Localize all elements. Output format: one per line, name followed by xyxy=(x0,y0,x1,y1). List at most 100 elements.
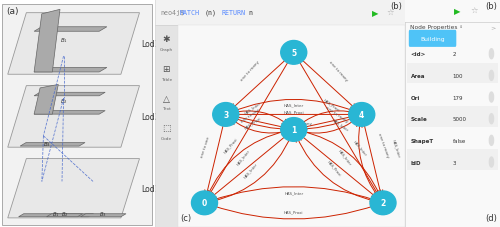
FancyBboxPatch shape xyxy=(409,31,457,48)
Circle shape xyxy=(490,114,494,124)
Text: 100: 100 xyxy=(452,74,463,79)
Text: Building: Building xyxy=(420,37,445,42)
Polygon shape xyxy=(34,93,105,96)
Text: one to one: one to one xyxy=(240,108,260,123)
Text: $B_2$: $B_2$ xyxy=(60,97,68,106)
FancyBboxPatch shape xyxy=(407,150,498,170)
Text: (a): (a) xyxy=(6,7,18,16)
Polygon shape xyxy=(80,214,126,217)
Text: HAS_Proxi: HAS_Proxi xyxy=(284,110,304,114)
Text: <id>: <id> xyxy=(410,52,426,57)
Text: Lod2: Lod2 xyxy=(141,112,160,121)
Text: HAS_Inter: HAS_Inter xyxy=(284,103,304,107)
Text: one to many: one to many xyxy=(326,105,349,123)
FancyBboxPatch shape xyxy=(405,0,500,227)
Polygon shape xyxy=(34,68,107,73)
FancyBboxPatch shape xyxy=(155,0,405,26)
Text: >: > xyxy=(490,25,495,30)
Text: HAS_Inter: HAS_Inter xyxy=(236,148,250,165)
Text: 3: 3 xyxy=(452,160,456,165)
Text: $B_1$: $B_1$ xyxy=(60,36,68,45)
Text: ⊞: ⊞ xyxy=(162,65,170,74)
Text: Lod1: Lod1 xyxy=(141,184,160,193)
Text: HAS_Inter: HAS_Inter xyxy=(331,118,349,132)
Text: false: false xyxy=(452,138,466,143)
Text: 5: 5 xyxy=(291,49,296,58)
Text: Code: Code xyxy=(160,136,172,141)
Text: ☆: ☆ xyxy=(386,9,394,17)
Text: ⬚: ⬚ xyxy=(162,124,170,133)
Text: one to one: one to one xyxy=(200,136,210,158)
Polygon shape xyxy=(8,14,140,75)
Circle shape xyxy=(370,191,396,215)
Text: 0: 0 xyxy=(202,198,207,207)
Text: HAS_Inter: HAS_Inter xyxy=(391,138,400,158)
Circle shape xyxy=(490,93,494,103)
Text: MATCH: MATCH xyxy=(180,10,200,16)
Text: Scale: Scale xyxy=(410,117,428,122)
Text: HAS_Inter: HAS_Inter xyxy=(284,121,304,124)
Text: $B_3$: $B_3$ xyxy=(100,210,107,218)
Text: Node Properties ◦: Node Properties ◦ xyxy=(410,25,463,30)
Text: HAS_Inter: HAS_Inter xyxy=(242,162,258,179)
Text: RETURN: RETURN xyxy=(221,10,245,16)
Text: 2: 2 xyxy=(452,52,456,57)
Text: 4: 4 xyxy=(359,111,364,119)
FancyBboxPatch shape xyxy=(178,26,405,227)
Text: Table: Table xyxy=(160,77,172,81)
Text: △: △ xyxy=(163,94,170,103)
Polygon shape xyxy=(34,111,105,115)
FancyBboxPatch shape xyxy=(407,128,498,149)
Text: one to many: one to many xyxy=(378,132,390,158)
FancyBboxPatch shape xyxy=(407,85,498,106)
Text: 179: 179 xyxy=(452,95,463,100)
Polygon shape xyxy=(8,159,140,218)
Text: HAS_Proxi: HAS_Proxi xyxy=(327,159,342,176)
Polygon shape xyxy=(34,10,60,73)
Text: ▶: ▶ xyxy=(372,9,378,17)
Text: HAS_Proxi: HAS_Proxi xyxy=(244,115,262,130)
Text: Graph: Graph xyxy=(160,48,173,52)
Circle shape xyxy=(281,41,307,65)
Text: one to many: one to many xyxy=(286,121,312,125)
Circle shape xyxy=(490,49,494,59)
Text: 2: 2 xyxy=(380,198,386,207)
Text: 3: 3 xyxy=(223,111,228,119)
Circle shape xyxy=(349,103,375,127)
Text: one to many: one to many xyxy=(328,60,348,82)
Text: $B_1$: $B_1$ xyxy=(52,210,60,218)
Circle shape xyxy=(490,71,494,81)
Polygon shape xyxy=(34,85,58,115)
FancyBboxPatch shape xyxy=(407,42,498,62)
Text: $B_2$: $B_2$ xyxy=(60,210,68,218)
Circle shape xyxy=(490,136,494,146)
FancyBboxPatch shape xyxy=(155,26,178,227)
Text: (n): (n) xyxy=(205,10,217,16)
Text: one to many: one to many xyxy=(240,60,260,82)
FancyBboxPatch shape xyxy=(407,64,498,84)
Text: HAS_Inter: HAS_Inter xyxy=(352,139,368,156)
Circle shape xyxy=(192,191,218,215)
Text: $B_3$: $B_3$ xyxy=(42,139,50,148)
Text: Text: Text xyxy=(162,107,170,111)
FancyBboxPatch shape xyxy=(2,5,152,225)
Text: Ori: Ori xyxy=(410,95,420,100)
Text: HAS_Proxi: HAS_Proxi xyxy=(284,210,304,214)
Polygon shape xyxy=(46,214,82,217)
Polygon shape xyxy=(34,28,107,32)
Text: (b): (b) xyxy=(390,2,402,11)
Text: Lod3: Lod3 xyxy=(141,40,160,49)
Polygon shape xyxy=(18,214,94,217)
Text: HAS_Inter: HAS_Inter xyxy=(243,101,261,115)
Text: ShapeT: ShapeT xyxy=(410,138,434,143)
Text: (b): (b) xyxy=(486,2,497,11)
Text: HAS_Proxi: HAS_Proxi xyxy=(322,98,341,113)
Circle shape xyxy=(213,103,239,127)
FancyBboxPatch shape xyxy=(407,107,498,127)
Text: (d): (d) xyxy=(486,214,497,222)
Text: n: n xyxy=(249,10,253,16)
Text: HAS_Inter: HAS_Inter xyxy=(337,148,352,165)
Text: 5000: 5000 xyxy=(452,117,466,122)
Polygon shape xyxy=(8,86,140,148)
Text: ✱: ✱ xyxy=(162,35,170,44)
